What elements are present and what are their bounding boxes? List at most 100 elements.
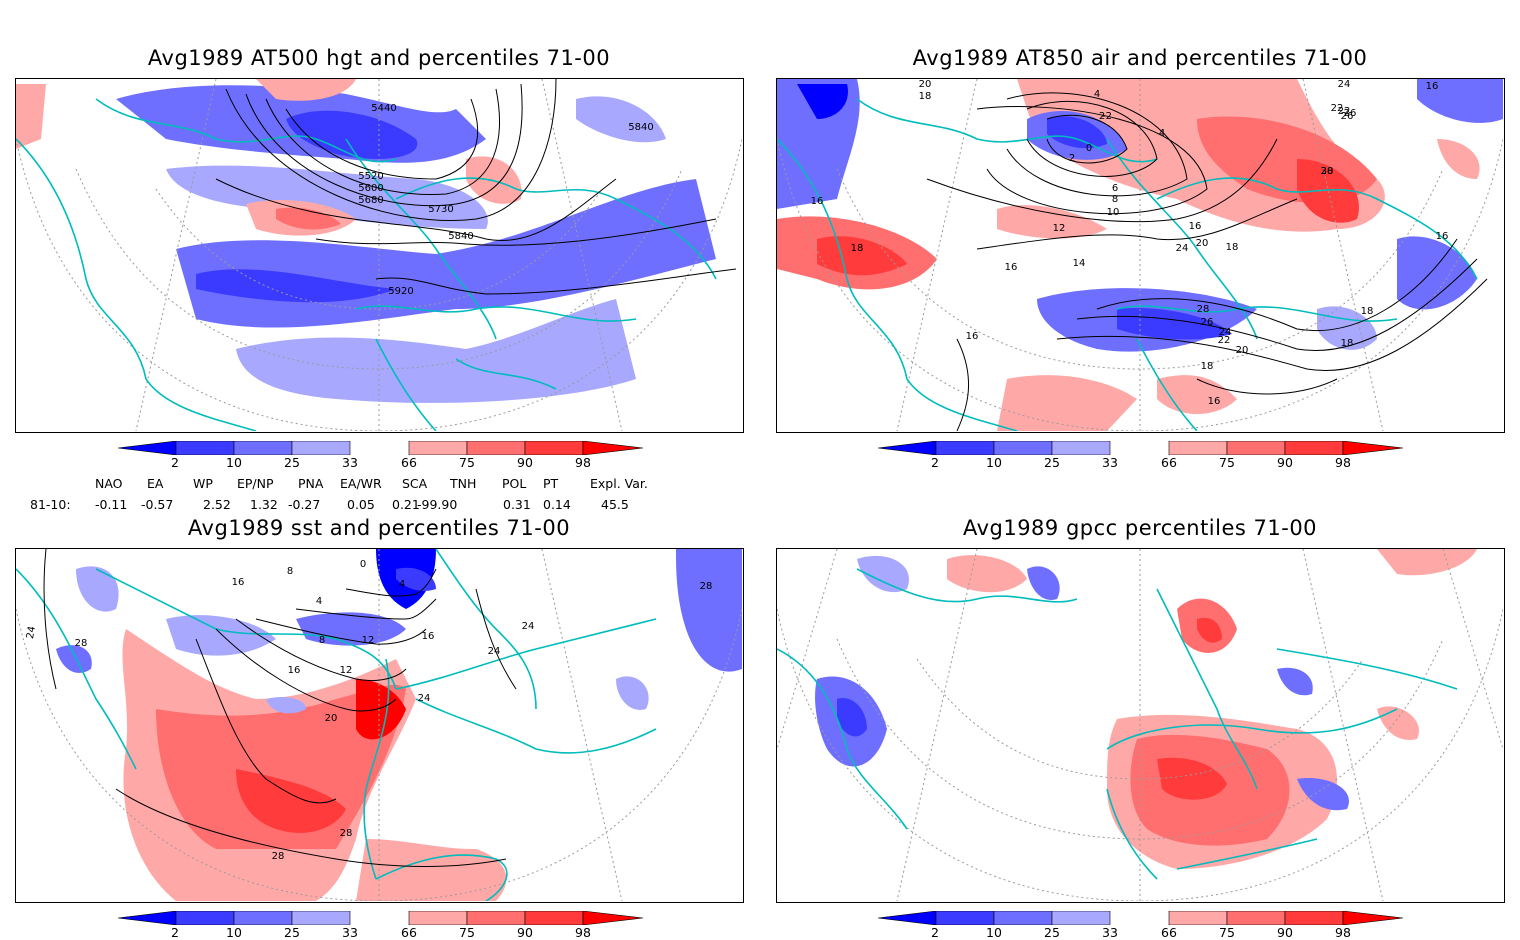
colorbar-label: 10 [986, 455, 1002, 470]
contour-labels: 5440 5840 5520 5600 5680 5730 5840 5920 [358, 103, 653, 297]
contour-label: 16 [966, 331, 979, 342]
map-panel-gpcc [776, 548, 1505, 903]
contour-label: 20 [919, 79, 932, 90]
colorbar-label: 75 [459, 455, 475, 470]
contour-label: 28 [1197, 304, 1210, 315]
colorbar-label: 2 [171, 925, 179, 940]
colorbar-label: 25 [284, 455, 300, 470]
index-header: PNA [298, 476, 324, 491]
colorbar-label: 98 [575, 455, 591, 470]
contour-label: 10 [1107, 207, 1120, 218]
contour-label: 22 [1338, 106, 1351, 117]
contour-label: 5680 [358, 195, 383, 206]
colorbar-label: 25 [284, 925, 300, 940]
percentile-shading [815, 549, 1477, 869]
colorbar-label: 2 [931, 455, 939, 470]
contour-label: 16 [1005, 262, 1018, 273]
map-panel-air850: 20 18 4 2 0 -2 2 4 6 8 10 12 14 16 16 18… [776, 78, 1505, 433]
colorbar-label: 75 [459, 925, 475, 940]
contour-label: 20 [1236, 345, 1249, 356]
colorbar-label: 25 [1044, 925, 1060, 940]
contour-label: 6 [1112, 183, 1118, 194]
map-graticule [16, 79, 742, 431]
contour-label: 26 [1341, 111, 1354, 122]
colorbar-label: 75 [1219, 925, 1235, 940]
contour-label: 28 [75, 638, 88, 649]
percentile-shading [56, 549, 742, 901]
panel-2-title: Avg1989 AT850 air and percentiles 71-00 [912, 46, 1368, 70]
contour-label: 0 [360, 559, 366, 570]
contour-label: 18 [851, 243, 864, 254]
contour-labels: 20 18 4 2 0 -2 2 4 6 8 10 12 14 16 16 18… [811, 79, 1449, 407]
contour-label: 18 [919, 91, 932, 102]
percentile-shading [16, 79, 716, 403]
colorbar-label: 2 [931, 925, 939, 940]
contour-label: 18 [1341, 338, 1354, 349]
contour-label: 28 [272, 851, 285, 862]
contour-label: 12 [362, 635, 375, 646]
index-value: 0.05 [347, 497, 375, 512]
coastlines [16, 549, 657, 901]
colorbar-label: 66 [401, 455, 417, 470]
contour-label: 28 [1321, 166, 1334, 177]
index-header: SCA [402, 476, 428, 491]
colorbar-label: 10 [226, 455, 242, 470]
contour-label: 2 [1099, 111, 1105, 122]
contour-label: 5840 [628, 122, 653, 133]
contour-label: 12 [340, 665, 353, 676]
map-panel-sst: 24 28 16 12 8 4 0 4 8 12 16 20 24 28 24 … [15, 548, 744, 903]
coastlines [16, 98, 717, 431]
colorbar-label: 75 [1219, 455, 1235, 470]
colorbar-label: 33 [1102, 925, 1118, 940]
contour-label: 24 [1176, 243, 1189, 254]
contour-label: 4 [1094, 89, 1100, 100]
colorbar-label: 90 [517, 455, 533, 470]
index-header: PT [543, 476, 559, 491]
contour-label: 24 [488, 646, 501, 657]
contour-label: 24 [1219, 327, 1232, 338]
index-header: WP [193, 476, 213, 491]
contour-label: 16 [288, 665, 301, 676]
colorbar-top-left: 2 10 25 33 66 75 90 98 [117, 440, 644, 470]
index-header: TNH [450, 476, 477, 491]
contour-label: 5920 [388, 286, 413, 297]
colorbar-top-right: 2 10 25 33 66 75 90 98 [877, 440, 1404, 470]
contour-label: 22 [1218, 335, 1231, 346]
contour-labels: 24 28 16 12 8 4 0 4 8 12 16 20 24 28 24 … [25, 559, 712, 862]
contour-label: 16 [811, 196, 824, 207]
index-row-label: 81-10: [30, 497, 71, 512]
map-graticule [777, 79, 1503, 431]
contour-label: 16 [1189, 221, 1202, 232]
contour-label: 4 [1159, 128, 1165, 139]
contour-label: 16 [422, 631, 435, 642]
contour-label: 8 [287, 566, 293, 577]
percentile-shading [777, 79, 1503, 431]
contour-label: 5600 [358, 183, 383, 194]
index-value: 45.5 [601, 497, 629, 512]
contour-label: 16 [232, 577, 245, 588]
contour-label: 5840 [448, 231, 473, 242]
contour-label: 24 [25, 625, 38, 639]
map-graticule [777, 549, 1503, 901]
panel-3-title: Avg1989 sst and percentiles 71-00 [187, 516, 571, 540]
contour-label: 24 [1338, 79, 1351, 90]
panel-4-title: Avg1989 gpcc percentiles 71-00 [962, 516, 1318, 540]
map-panel-hgt500: 5440 5840 5520 5600 5680 5730 5840 5920 [15, 78, 744, 433]
colorbar-label: 66 [1161, 925, 1177, 940]
contour-label: 24 [418, 693, 431, 704]
index-value: -0.57 [141, 497, 174, 512]
colorbar-label: 90 [1277, 455, 1293, 470]
colorbar-label: 10 [226, 925, 242, 940]
contour-label: 18 [1226, 242, 1239, 253]
contour-label: 24 [522, 621, 535, 632]
contour-label: 16 [1426, 81, 1439, 92]
map-graticule [16, 549, 742, 901]
height-contours [215, 79, 737, 295]
contour-label: 26 [1201, 317, 1214, 328]
colorbar-label: 2 [171, 455, 179, 470]
colorbar-label: 90 [517, 925, 533, 940]
contour-label: 20 [325, 713, 338, 724]
contour-label: 16 [1208, 396, 1221, 407]
colorbar-label: 98 [1335, 455, 1351, 470]
colorbar-label: 98 [1335, 925, 1351, 940]
